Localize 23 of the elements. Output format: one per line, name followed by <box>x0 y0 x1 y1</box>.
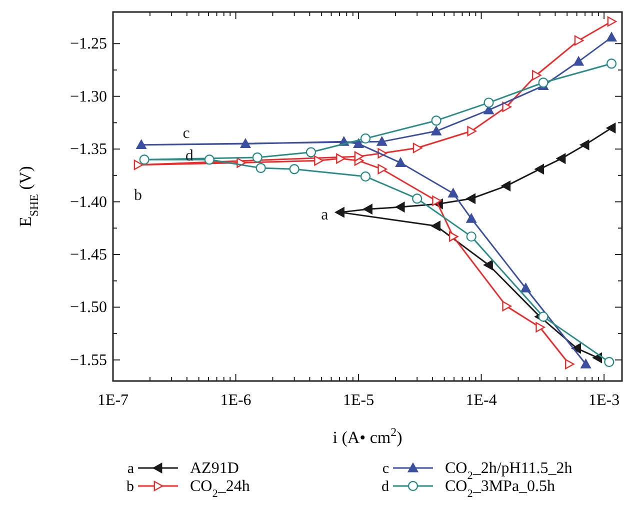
annotation: b <box>134 186 142 204</box>
y-tick-label: −1.40 <box>70 194 107 211</box>
y-tick-label: −1.45 <box>70 246 107 264</box>
annotation: c <box>182 124 190 142</box>
legend-label: CO$_{2}$_24h <box>190 478 250 500</box>
y-tick-label: −1.25 <box>70 36 107 53</box>
x-tick-label: 1E-7 <box>97 392 129 409</box>
y-tick-label: −1.30 <box>70 88 107 106</box>
x-axis-title: i (A• cm$^{2}$) <box>332 425 402 447</box>
legend-label: AZ91D <box>190 460 239 477</box>
x-tick-label: 1E-5 <box>342 392 374 409</box>
y-tick-label: −1.35 <box>70 141 107 158</box>
legend-label: CO$_{2}$_3MPa_0.5h <box>445 478 556 500</box>
text: b <box>126 479 134 495</box>
x-tick-label: 1E-4 <box>466 392 497 409</box>
text: c <box>382 461 389 477</box>
y-tick-label: −1.50 <box>70 299 107 316</box>
y-tick-label: −1.55 <box>70 352 107 369</box>
text: a <box>127 461 134 477</box>
x-tick-label: 1E-6 <box>220 392 252 409</box>
annotation: a <box>321 206 328 224</box>
x-tick-label: 1E-3 <box>588 392 620 409</box>
text: d <box>382 479 389 495</box>
